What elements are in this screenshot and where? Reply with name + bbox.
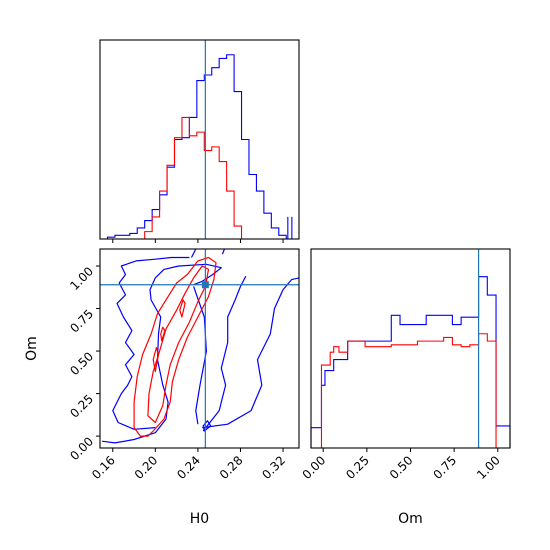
- contour-line-blue: [202, 420, 212, 432]
- h0-hist-frame: [99, 39, 300, 240]
- contour-line-blue: [202, 277, 299, 429]
- contour-line-blue: [190, 249, 197, 258]
- y-axis-label-om: Om: [24, 336, 40, 361]
- contour-ytick-label: 0.75: [67, 307, 96, 336]
- h0-blue-histogram: [100, 54, 294, 240]
- contour-h0-om-panel: 0.16 0.20 0.24 0.28 0.32 0.00 0.25 0.50 0.75 1.00…: [24, 248, 300, 527]
- hist-om-panel: 0.00 0.25 0.50 0.75 1.00 Om: [300, 248, 511, 527]
- contour-xtick-label: 0.28: [217, 453, 246, 482]
- om-xtick-label: 0.75: [430, 453, 459, 482]
- h0-red-histogram: [100, 116, 294, 240]
- om-blue-histogram: [310, 276, 511, 448]
- om-xtick-label: 0.50: [387, 453, 416, 482]
- contour-line-red: [179, 299, 186, 318]
- contour-xtick-label: 0.32: [259, 453, 288, 482]
- om-xtick-label: 1.00: [474, 453, 503, 482]
- contour-lines: [100, 249, 299, 448]
- x-axis-label-h0: H0: [190, 511, 209, 527]
- contour-ytick-label: 1.00: [67, 264, 96, 293]
- contour-ytick-label: 0.50: [67, 349, 96, 378]
- contour-xtick-label: 0.24: [174, 453, 203, 482]
- contour-xtick-label: 0.16: [89, 453, 118, 482]
- contour-line-blue: [193, 286, 207, 425]
- om-xtick-label: 0.00: [300, 453, 329, 482]
- om-red-histogram: [311, 333, 510, 449]
- contour-line-blue: [102, 263, 222, 444]
- contour-line-red: [147, 265, 210, 424]
- contour-xtick-label: 0.20: [132, 453, 161, 482]
- hist-h0-panel: [99, 39, 300, 243]
- contour-ytick-label: 0.25: [67, 392, 96, 421]
- om-xtick-label: 0.25: [343, 453, 372, 482]
- contour-line-red: [160, 326, 166, 342]
- h0-blue-tail-marks: [287, 216, 293, 239]
- contour-line-blue: [112, 256, 190, 430]
- contour-ytick-label: 0.00: [67, 434, 96, 463]
- contour-frame: [99, 248, 300, 449]
- contour-line-blue: [202, 275, 247, 432]
- contour-truth-marker: [201, 281, 209, 289]
- om-hist-frame: [310, 248, 511, 449]
- x-axis-label-om: Om: [398, 511, 423, 527]
- contour-line-red: [133, 256, 217, 437]
- contour-line-red: [152, 347, 160, 373]
- contour-line-blue: [221, 249, 226, 255]
